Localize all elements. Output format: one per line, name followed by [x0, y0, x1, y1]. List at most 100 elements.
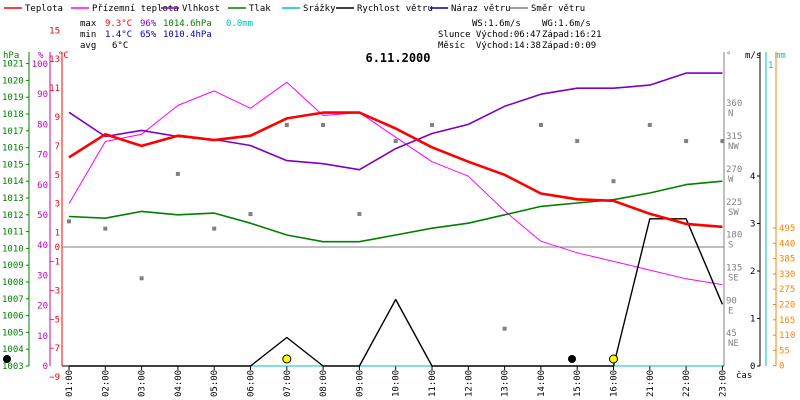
direction-tick-3: 225	[726, 198, 742, 208]
hpa-tick-8: 1011	[2, 228, 24, 238]
moon-marker	[568, 355, 576, 363]
direction-name-4: S	[728, 241, 733, 251]
legend-label-0: Teplota	[25, 4, 63, 14]
humidity-tick-2: 20	[37, 302, 48, 312]
x-tick-17: 22:00	[682, 370, 692, 397]
legend-label-3: Tlak	[249, 4, 271, 14]
chart-title: 6.11.2000	[365, 51, 430, 65]
info-moon-rise: Měsíc Východ:14:38	[438, 41, 541, 51]
hpa-tick-3: 1006	[2, 312, 24, 322]
x-tick-10: 11:00	[428, 370, 438, 397]
stats-max-press: 1014.6hPa	[163, 19, 212, 29]
direction-name-0: N	[728, 109, 733, 119]
x-tick-5: 06:00	[247, 370, 257, 397]
hpa-tick-17: 1020	[2, 76, 24, 86]
sun-tick-6: 165	[779, 316, 795, 326]
direction-tick-4: 180	[726, 231, 742, 241]
markers	[3, 354, 618, 364]
direction-name-7: NE	[728, 339, 739, 349]
temperature-tick-7: 1	[55, 229, 60, 239]
direction-name-1: NW	[728, 142, 739, 152]
x-tick-8: 09:00	[355, 370, 365, 397]
direction-name-6: E	[728, 306, 733, 316]
axis-lines	[28, 52, 777, 367]
temperature-tick-9: −1	[49, 257, 60, 267]
humidity-tick-7: 70	[37, 151, 48, 161]
humidity-tick-0: 0	[43, 362, 48, 372]
legend-label-2: Vlhkost	[182, 4, 220, 14]
direction-point-1	[103, 226, 108, 231]
temperature-tick-4: 7	[55, 142, 60, 152]
direction-point-5	[248, 212, 253, 217]
direction-name-5: SE	[728, 273, 739, 283]
x-tick-1: 02:00	[101, 370, 111, 397]
humidity-tick-9: 90	[37, 90, 48, 100]
direction-point-17	[684, 139, 689, 144]
temperature-tick-3: 9	[55, 113, 60, 123]
x-tick-12: 13:00	[501, 370, 511, 397]
direction-point-10	[430, 122, 434, 127]
info-block: WS:1.6m/s WG:1.6m/s Slunce Východ:06:47 …	[438, 19, 602, 51]
x-tick-18: 23:00	[718, 370, 728, 397]
stats-min-temp: 1.4°C	[105, 30, 132, 40]
sun-tick-5: 220	[779, 301, 795, 311]
hpa-tick-13: 1016	[2, 144, 24, 154]
series-lines	[68, 72, 724, 367]
temperature-tick-6: 3	[55, 200, 60, 210]
direction-point-14	[575, 139, 580, 144]
x-tick-4: 05:00	[210, 370, 220, 397]
hpa-tick-18: 1021	[2, 60, 24, 70]
stats-max-temp: 9.3°C	[105, 19, 132, 29]
direction-point-12	[502, 326, 507, 331]
legend: Teplota Přízemní teplota Vlhkost Tlak Srážky…	[4, 4, 585, 14]
legend-label-7: Směr větru	[531, 4, 585, 14]
direction-point-13	[538, 122, 543, 127]
legend-label-1: Přízemní teplota	[92, 4, 179, 14]
stats-min-press: 1010.4hPa	[163, 30, 212, 40]
wind-tick-1: 3	[750, 220, 755, 230]
hpa-tick-14: 1017	[2, 127, 24, 137]
humidity-tick-8: 80	[37, 120, 48, 130]
hpa-tick-12: 1015	[2, 160, 24, 170]
direction-point-16	[647, 122, 652, 127]
stats-max-label: max	[80, 19, 97, 29]
temperature-tick-0: 15	[49, 26, 60, 36]
direction-point-7	[321, 122, 326, 127]
sun-tick-4: 275	[779, 285, 795, 295]
temperature-axis-label: °C	[58, 51, 69, 61]
x-ticks: 01:00 02:00 03:00 04:00 05:00 06:00 07:00 08:00…	[65, 366, 728, 397]
humidity-tick-6: 60	[37, 181, 48, 191]
x-tick-13: 14:00	[537, 370, 547, 397]
info-sun-set: Západ:16:21	[542, 30, 602, 40]
direction-tick-5: 135	[726, 263, 742, 273]
series-line-3	[68, 180, 723, 243]
info-ws: WS:1.6m/s	[472, 19, 521, 29]
stats-avg-label: avg	[80, 41, 96, 51]
x-tick-2: 03:00	[138, 370, 148, 397]
legend-label-5: Rychlost větru	[357, 4, 433, 14]
direction-point-18	[720, 139, 725, 144]
humidity-tick-3: 30	[37, 271, 48, 281]
legend-label-4: Srážky	[303, 4, 336, 14]
hpa-tick-1: 1004	[2, 345, 24, 355]
direction-point-0	[67, 219, 71, 224]
hpa-tick-2: 1005	[2, 328, 24, 338]
x-tick-16: 21:00	[646, 370, 656, 397]
series-line-0	[68, 111, 723, 229]
stats-min-label: min	[80, 30, 96, 40]
wind-tick-2: 2	[750, 267, 755, 277]
direction-tick-6: 90	[726, 296, 737, 306]
series-line-1	[68, 81, 723, 286]
temperature-tick-8: 0	[55, 243, 60, 253]
stats-max-rain: 0.0mm	[226, 19, 253, 29]
wind-tick-0: 4	[750, 172, 755, 182]
sun-marker-1	[609, 354, 618, 364]
direction-tick-7: 45	[726, 329, 737, 339]
temperature-tick-13: −9	[49, 373, 60, 383]
sun-tick-1: 440	[779, 239, 795, 249]
temperature-tick-2: 11	[49, 84, 60, 94]
hpa-tick-4: 1007	[2, 295, 24, 305]
x-tick-0: 01:00	[65, 370, 75, 397]
moon-marker-start	[3, 355, 11, 363]
direction-point-15	[611, 179, 616, 184]
